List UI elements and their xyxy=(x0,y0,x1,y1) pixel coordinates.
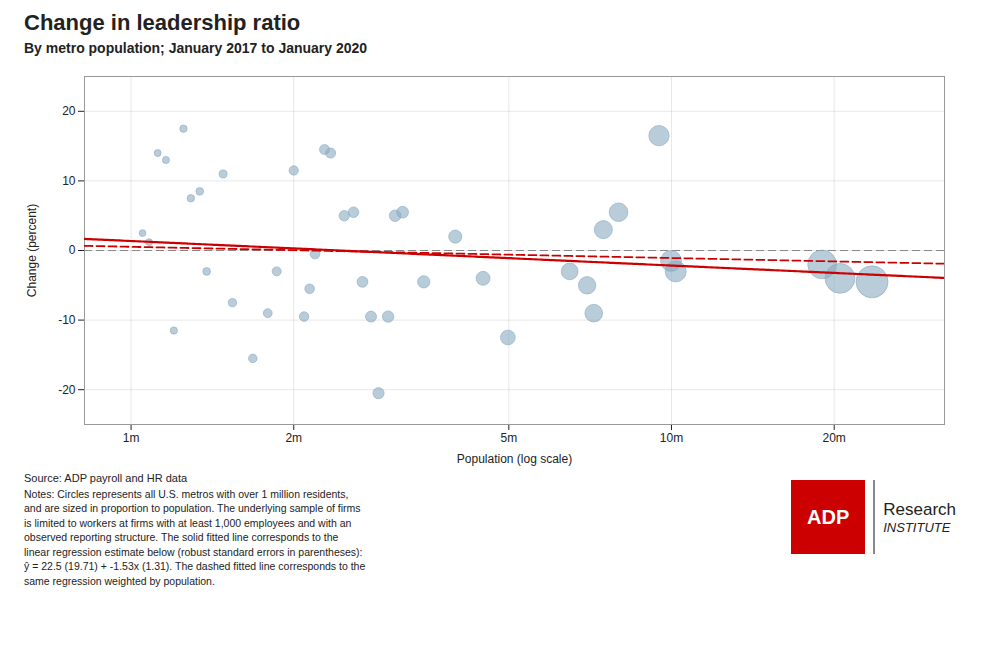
svg-text:-20: -20 xyxy=(58,383,76,397)
html-text:linear regression estimate bel: linear regression estimate below (robust… xyxy=(24,545,363,558)
svg-text:10: 10 xyxy=(62,174,76,188)
svg-text:5m: 5m xyxy=(500,431,517,445)
html-text:and are sized in proportion to: and are sized in proportion to populatio… xyxy=(24,502,361,515)
html-text:ADP: ADP xyxy=(807,505,850,528)
svg-text:20m: 20m xyxy=(823,431,846,445)
html-text:Change in leadership ratio: Change in leadership ratio xyxy=(24,10,301,35)
html-text:Notes: Circles represents all: Notes: Circles represents all U.S. metro… xyxy=(24,488,349,500)
svg-text:1m: 1m xyxy=(123,431,140,445)
svg-text:20: 20 xyxy=(62,104,76,118)
html-text:is limited to workers at firms: is limited to workers at firms with at l… xyxy=(24,517,352,529)
html-text:Source: ADP payroll and HR dat: Source: ADP payroll and HR data xyxy=(24,472,188,484)
html-text:By metro population; January 2: By metro population; January 2017 to Jan… xyxy=(24,40,368,56)
html-text:Research: Research xyxy=(883,499,956,519)
html-text:same regression weighted by po: same regression weighted by population. xyxy=(24,574,215,587)
svg-text:10m: 10m xyxy=(660,431,683,445)
svg-text:-10: -10 xyxy=(58,313,76,327)
html-text:ŷ = 22.5 (19.71) + -1.53x (1.3: ŷ = 22.5 (19.71) + -1.53x (1.31). The da… xyxy=(24,560,366,573)
svg-text:0: 0 xyxy=(69,243,76,257)
html-text:INSTITUTE: INSTITUTE xyxy=(883,519,951,535)
svg-text:Change (percent): Change (percent) xyxy=(25,204,39,297)
svg-text:Population (log scale): Population (log scale) xyxy=(457,452,572,466)
html-text:observed reporting structure.: observed reporting structure. The solid … xyxy=(24,531,339,544)
svg-text:2m: 2m xyxy=(285,431,302,445)
